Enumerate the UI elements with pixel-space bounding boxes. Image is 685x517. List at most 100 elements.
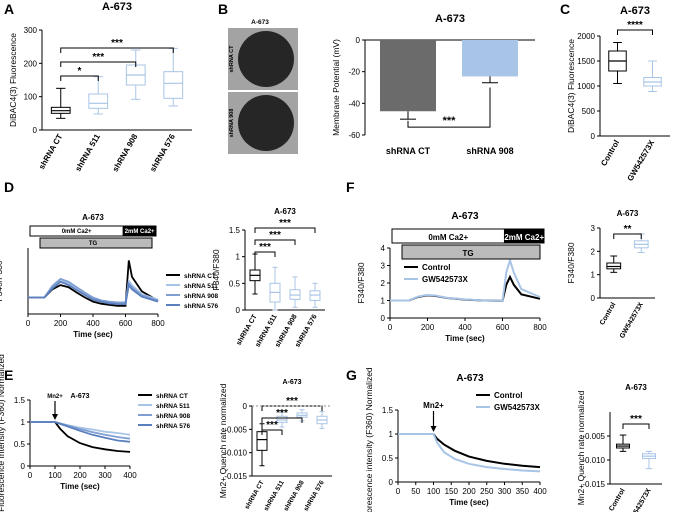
linechart-F-y-tick-label: 0 <box>381 314 386 323</box>
linechart-G: 0 0.5 1 1.5 Fluorescence intensity (F360) No… <box>364 367 547 517</box>
x-tick-label: 800 <box>151 319 165 328</box>
chart-title: A-673 <box>451 211 479 222</box>
x-tick-label: 0 <box>28 471 33 480</box>
significance-bracket <box>254 251 276 257</box>
boxplot-D-box-y-label: F340/F380 <box>211 249 221 290</box>
tg-bar <box>39 237 153 249</box>
zero-ca-label: 0mM Ca2+ <box>428 233 468 242</box>
boxplot-F-box-y-tick-label: 1 <box>591 271 596 280</box>
legend-label: Control <box>422 263 450 272</box>
legend-label: shRNA 511 <box>184 283 218 290</box>
boxplot-A-y-tick-label: 0 <box>33 126 38 135</box>
boxplot-D-box-y-tick-label: 0.5 <box>229 279 241 288</box>
boxplot-C-y-label: DiBAC4(3) Fluorescence <box>566 39 576 133</box>
panel-letter-B: B <box>218 1 228 17</box>
legend-label: shRNA 576 <box>156 423 190 430</box>
x-axis-label: Time (sec) <box>449 498 489 507</box>
legend-label: shRNA 576 <box>184 303 218 310</box>
x-tick-label: 200 <box>462 487 476 496</box>
boxplot-C-y-tick-label: 1000 <box>577 82 595 91</box>
significance-bracket <box>261 417 303 423</box>
significance-label: **** <box>627 20 643 31</box>
tg-label: TG <box>89 241 98 247</box>
chart-title: A-673 <box>456 373 484 384</box>
linechart-E-y-tick-label: 1.5 <box>14 396 26 405</box>
boxplot-D-box-y-tick-label: 0 <box>236 306 241 315</box>
legend-label: shRNA 908 <box>184 293 218 300</box>
boxplot-E-box-y-tick-label: 0 <box>243 402 248 411</box>
x-tick-label: 800 <box>533 323 547 332</box>
category-label: GW542573X <box>626 138 657 183</box>
boxplot-G-box-y-label: Mn2+ Quench rate normalized <box>576 390 586 505</box>
boxplot-E-box-y-label: Mn2+ Quench rate normalized <box>218 383 228 498</box>
panel-letter-C: C <box>560 1 570 17</box>
boxplot-F-box-y-tick-label: 0 <box>591 294 596 303</box>
category-label: shRNA CT <box>386 146 431 156</box>
boxplot-A-y-tick-label: 200 <box>24 59 38 68</box>
chart-title: A-673 <box>620 5 650 17</box>
significance-bracket <box>254 239 296 245</box>
category-label: shRNA CT <box>37 132 64 171</box>
category-label: Control <box>599 139 621 168</box>
panel-B: A-673 shRNA CT shRNA 908 0 -20 -40 -60 Membrane… <box>228 13 535 156</box>
legend-label: GW542573X <box>422 275 468 284</box>
category-label: GW542573X <box>619 301 645 339</box>
linechart-E-y-tick-label: 0 <box>21 462 26 471</box>
tg-bar <box>401 244 541 260</box>
significance-label: *** <box>443 115 457 127</box>
panel-letter-D: D <box>4 179 14 195</box>
legend-label: Control <box>494 391 522 400</box>
mn-annotation: Mn2+ <box>423 401 444 410</box>
chart-title: A-673 <box>70 393 89 400</box>
x-tick-label: 400 <box>123 471 137 480</box>
significance-bracket <box>60 61 137 67</box>
x-tick-label: 350 <box>516 487 530 496</box>
x-tick-label: 200 <box>421 323 435 332</box>
significance-bracket <box>617 29 653 35</box>
series-line <box>398 433 541 473</box>
significance-label: *** <box>630 414 642 425</box>
significance-label: *** <box>92 52 104 63</box>
boxplot-F-box-y-tick-label: 2 <box>591 247 596 256</box>
bar-B-y-tick-label: -60 <box>348 131 360 140</box>
chart-title: A-673 <box>617 209 639 218</box>
boxplot-C-y-tick-label: 500 <box>582 107 596 116</box>
category-label: shRNA 511 <box>73 132 102 173</box>
series-line <box>30 421 131 453</box>
boxplot-E-box-y-tick-label: -0.010 <box>224 449 247 458</box>
significance-bracket <box>613 233 642 239</box>
x-tick-label: 600 <box>496 323 510 332</box>
chart-title: A-673 <box>102 1 132 13</box>
linechart-G-y-tick-label: 1 <box>389 430 394 439</box>
x-tick-label: 100 <box>427 487 441 496</box>
significance-label: *** <box>276 408 288 419</box>
boxplot-A: 0 100 200 300 DiBAC4(3) Fluorescence A-673 shR… <box>8 1 192 173</box>
linechart-G-y-tick-label: 0 <box>389 478 394 487</box>
x-tick-label: 0 <box>388 323 393 332</box>
series-line <box>28 260 159 307</box>
x-tick-label: 0 <box>396 487 401 496</box>
boxplot-F-box-y-label: F340/F380 <box>566 242 576 283</box>
image-title: A-673 <box>251 19 269 26</box>
linechart-G-y-label: Fluorescence intensity (F360) Normalized <box>364 367 374 512</box>
significance-label: ** <box>624 224 632 235</box>
series-line <box>398 433 541 469</box>
significance-label: *** <box>111 38 123 49</box>
x-tick-label: 50 <box>411 487 420 496</box>
bar-B-y-label: Membrane Potential (mV) <box>331 39 341 136</box>
linechart-D: F340/F380 0 200 400 600 800 Time (sec) A-673 shR… <box>0 213 218 339</box>
significance-bracket <box>407 87 491 128</box>
boxplot-G-box-y-tick-label: -0.015 <box>582 480 605 489</box>
legend-label: GW542573X <box>494 403 540 412</box>
boxplot-C-y-tick-label: 2000 <box>577 32 595 41</box>
tg-label: TG <box>462 249 473 258</box>
significance-bracket <box>60 47 174 53</box>
x-tick-label: 400 <box>458 323 472 332</box>
zero-ca-label: 0mM Ca2+ <box>62 229 92 235</box>
significance-label: *** <box>259 242 271 253</box>
boxplot-E-box-y-tick-label: -0.005 <box>224 425 247 434</box>
linechart-F-y-tick-label: 2 <box>381 279 386 288</box>
linechart-D-y-label: F340/F380 <box>0 260 4 301</box>
